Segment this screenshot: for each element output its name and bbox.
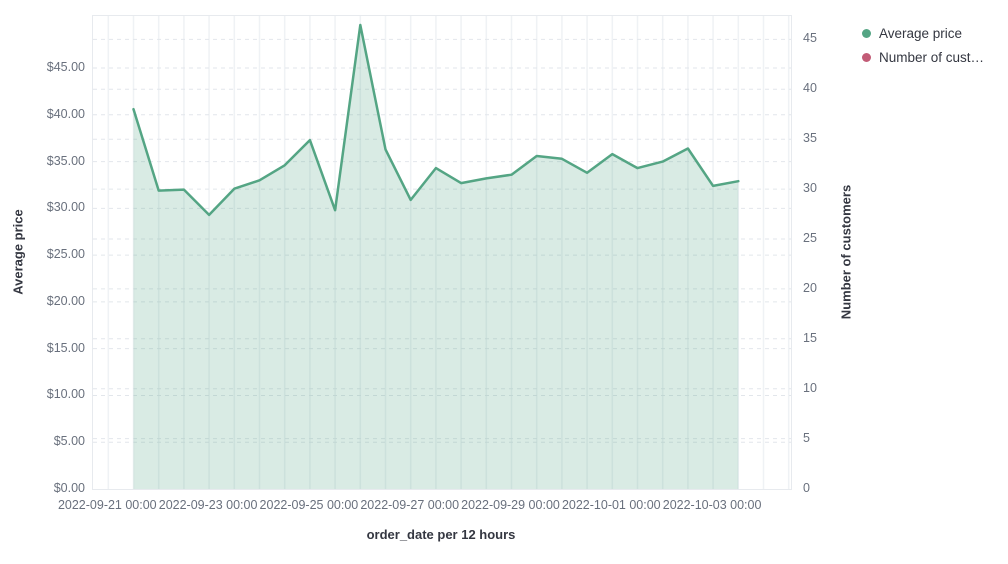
x-axis-tick-label: 2022-09-29 00:00 bbox=[461, 498, 560, 512]
y-axis-right-tick-label: 40 bbox=[803, 81, 817, 96]
y-axis-left-tick-label: $25.00 bbox=[46, 247, 85, 262]
y-axis-right-title: Number of customers bbox=[838, 184, 854, 320]
y-axis-right-tick-label: 20 bbox=[803, 280, 817, 295]
x-axis-tick-label: 2022-09-23 00:00 bbox=[158, 498, 258, 512]
x-axis-tick-label: 2022-09-27 00:00 bbox=[360, 498, 460, 512]
y-axis-right-tick-label: 35 bbox=[803, 131, 817, 146]
y-axis-left-tick-label: $30.00 bbox=[46, 200, 85, 215]
area-series-line bbox=[132, 23, 740, 217]
x-axis-tick-label: 2022-09-21 00:00 bbox=[57, 498, 157, 512]
y-axis-right-tick-label: 15 bbox=[803, 330, 817, 345]
y-axis-left-tick-label: $20.00 bbox=[46, 293, 85, 308]
legend-item-label: Number of cust… bbox=[879, 50, 985, 65]
y-axis-right-tick-label: 5 bbox=[803, 430, 810, 445]
y-axis-left-tick-label: $5.00 bbox=[53, 434, 85, 449]
y-axis-left-tick-label: $35.00 bbox=[46, 153, 85, 168]
y-axis-right-tick-label: 45 bbox=[803, 31, 817, 46]
x-axis-tick-label: 2022-09-25 00:00 bbox=[259, 498, 359, 512]
x-axis-title: order_date per 12 hours bbox=[366, 527, 516, 542]
legend-item-number-of-customers[interactable]: Number of cust… bbox=[862, 50, 984, 65]
legend-color-dot-icon bbox=[862, 53, 871, 62]
y-axis-left-tick-label: $10.00 bbox=[46, 387, 85, 402]
y-axis-left-title: Average price bbox=[10, 209, 26, 295]
y-axis-left-tick-label: $15.00 bbox=[46, 340, 85, 355]
legend-color-dot-icon bbox=[862, 29, 871, 38]
x-axis-tick-label: 2022-10-03 00:00 bbox=[662, 498, 762, 512]
y-axis-right-tick-label: 30 bbox=[803, 181, 817, 196]
y-axis-right-tick-label: 10 bbox=[803, 380, 817, 395]
chart-canvas[interactable] bbox=[93, 16, 791, 489]
legend-item-label: Average price bbox=[879, 26, 963, 41]
y-axis-left-tick-label: $0.00 bbox=[53, 481, 85, 495]
y-axis-right-tick-label: 25 bbox=[803, 231, 817, 245]
area-series-fill bbox=[133, 25, 739, 489]
legend-item-average-price[interactable]: Average price bbox=[862, 26, 984, 41]
y-axis-left-tick-label: $45.00 bbox=[46, 60, 85, 75]
x-axis-tick-label: 2022-10-01 00:00 bbox=[561, 498, 661, 512]
y-axis-right-tick-label: 0 bbox=[803, 480, 810, 495]
legend: Average price Number of cust… bbox=[862, 26, 984, 65]
y-axis-left-tick-label: $40.00 bbox=[46, 106, 85, 121]
plot-area bbox=[92, 15, 792, 490]
